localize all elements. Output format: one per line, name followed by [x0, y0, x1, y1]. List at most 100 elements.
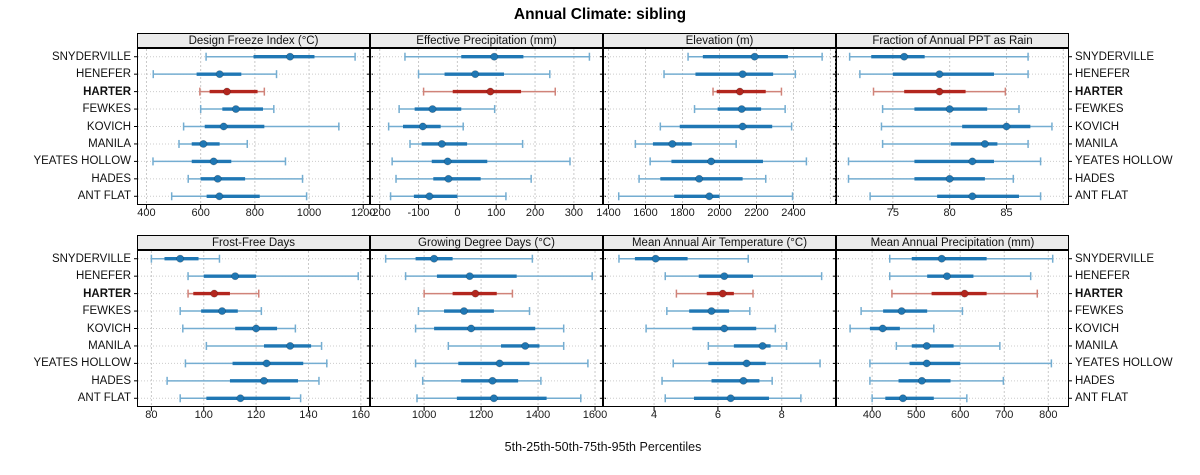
panel-mean-annual-air-temperature-c- [600, 250, 839, 411]
station-label-left-yeates-hollow-row2: YEATES HOLLOW [33, 357, 131, 370]
tick-label-effective-precipitation-mm---200: -200 [368, 207, 391, 219]
row-harter [422, 87, 556, 96]
station-label-left-kovich-row1: KOVICH [86, 120, 131, 133]
station-label-right-hades-row2: HADES [1075, 374, 1115, 387]
tick-label-mean-annual-precipitation-mm--400: 400 [862, 409, 882, 421]
tick-label-effective-precipitation-mm---100: -100 [407, 207, 430, 219]
panel-design-freeze-index-c- [134, 48, 373, 209]
row-snyderville [404, 52, 591, 61]
row-fewkes [199, 105, 275, 114]
tick-label-effective-precipitation-mm--300: 300 [564, 207, 584, 219]
row-hades [421, 376, 542, 385]
axis-ticks [423, 407, 596, 411]
tick-label-growing-degree-days-c--1200: 1200 [468, 409, 494, 421]
row-ant-flat [664, 394, 802, 403]
tick-label-elevation-m--1400: 1400 [596, 207, 621, 219]
station-label-right-snyderville-row2: SNYDERVILLE [1075, 252, 1155, 265]
strip-header-mean-annual-precipitation-mm-: Mean Annual Precipitation (mm) [836, 235, 1069, 250]
tick-label-design-freeze-index-c--800: 800 [245, 207, 265, 219]
panel-elevation-m- [600, 48, 839, 209]
row-ant-flat [170, 192, 308, 201]
tick-label-frost-free-days-160: 160 [351, 409, 370, 421]
tick-label-mean-annual-precipitation-mm--700: 700 [995, 409, 1014, 421]
row-yeates-hollow [414, 359, 589, 368]
row-henefer [187, 272, 359, 281]
row-hades [847, 174, 1015, 183]
row-fewkes [693, 105, 786, 114]
station-label-right-hades-row1: HADES [1075, 172, 1115, 185]
row-manila [409, 139, 524, 148]
axis-ticks [150, 407, 362, 411]
row-snyderville [687, 52, 823, 61]
station-label-left-henefer-row2: HENEFER [76, 270, 131, 283]
axis-ticks [653, 407, 783, 411]
row-yeates-hollow [184, 359, 328, 368]
axis-ticks [145, 205, 364, 209]
row-harter [675, 289, 754, 298]
station-label-right-yeates-hollow-row1: YEATES HOLLOW [1075, 155, 1173, 168]
row-manila [205, 341, 323, 350]
tick-label-fraction-of-annual-ppt-as-rain-80: 80 [943, 207, 956, 219]
tick-label-fraction-of-annual-ppt-as-rain-75: 75 [886, 207, 899, 219]
row-manila [634, 139, 737, 148]
row-fewkes [666, 307, 751, 316]
station-label-right-harter-row1: HARTER [1075, 85, 1123, 98]
tick-label-growing-degree-days-c--1600: 1600 [582, 409, 608, 421]
row-yeates-hollow [152, 157, 287, 166]
row-hades [395, 174, 532, 183]
row-hades [661, 376, 773, 385]
row-ant-flat [416, 394, 582, 403]
axis-ticks [379, 205, 575, 209]
row-ant-flat [871, 394, 968, 403]
station-label-left-manila-row2: MANILA [88, 339, 131, 352]
panel-growing-degree-days-c- [367, 250, 606, 411]
axis-ticks [608, 205, 794, 209]
strip-header-growing-degree-days-c-: Growing Degree Days (°C) [370, 235, 603, 250]
tick-label-elevation-m--1800: 1800 [670, 207, 695, 219]
tick-label-effective-precipitation-mm--0: 0 [454, 207, 461, 219]
station-label-left-manila-row1: MANILA [88, 137, 131, 150]
row-manila [895, 341, 1001, 350]
row-kovich [182, 122, 340, 131]
tick-label-mean-annual-air-temperature-c--8: 8 [778, 409, 785, 421]
tick-label-mean-annual-air-temperature-c--4: 4 [651, 409, 658, 421]
station-label-left-kovich-row2: KOVICH [86, 322, 131, 335]
row-henefer [663, 70, 797, 79]
station-label-left-snyderville-row1: SNYDERVILLE [51, 50, 131, 63]
row-snyderville [384, 254, 534, 263]
row-yeates-hollow [649, 157, 808, 166]
row-yeates-hollow [847, 157, 1042, 166]
row-henefer [888, 272, 1032, 281]
row-ant-flat [389, 192, 507, 201]
row-hades [166, 376, 320, 385]
axis-ticks [871, 407, 1049, 411]
row-harter [187, 289, 260, 298]
row-harter [891, 289, 1039, 298]
strip-header-effective-precipitation-mm-: Effective Precipitation (mm) [370, 33, 603, 48]
station-label-left-fewkes-row2: FEWKES [82, 305, 131, 318]
tick-label-mean-annual-precipitation-mm--800: 800 [1039, 409, 1058, 421]
axis-ticks [892, 205, 1007, 209]
row-harter [199, 87, 266, 96]
row-snyderville [848, 52, 1029, 61]
row-yeates-hollow [869, 359, 1053, 368]
station-label-left-snyderville-row2: SNYDERVILLE [51, 252, 131, 265]
chart-title: Annual Climate: sibling [513, 6, 687, 23]
row-kovich [645, 324, 777, 333]
tick-label-elevation-m--2200: 2200 [744, 207, 769, 219]
row-henefer [152, 70, 278, 79]
row-hades [638, 174, 767, 183]
tick-label-elevation-m--2000: 2000 [707, 207, 732, 219]
row-manila [447, 341, 565, 350]
panel-effective-precipitation-mm- [367, 48, 606, 209]
station-label-left-hades-row2: HADES [91, 374, 131, 387]
station-label-right-manila-row2: MANILA [1075, 339, 1118, 352]
row-fewkes [881, 105, 1020, 114]
row-harter [423, 289, 514, 298]
row-yeates-hollow [391, 157, 571, 166]
row-snyderville [150, 254, 221, 263]
tick-label-mean-annual-air-temperature-c--6: 6 [714, 409, 721, 421]
strip-header-design-freeze-index-c-: Design Freeze Index (°C) [137, 33, 370, 48]
tick-label-effective-precipitation-mm--100: 100 [487, 207, 506, 219]
station-label-left-ant-flat-row1: ANT FLAT [77, 190, 131, 203]
